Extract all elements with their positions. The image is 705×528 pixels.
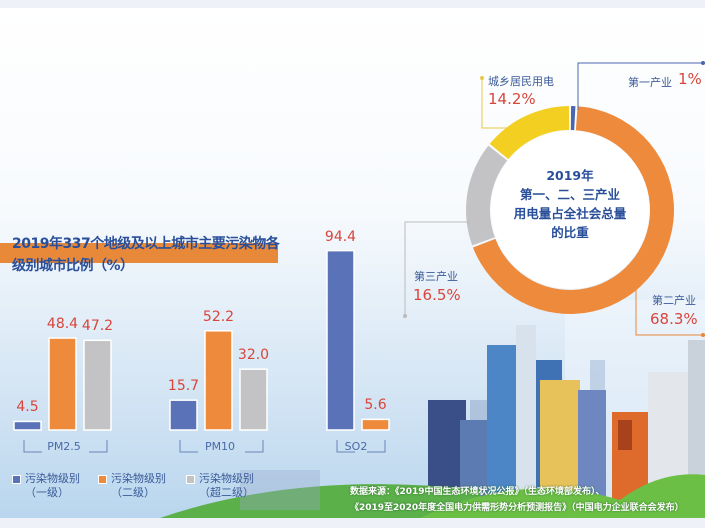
cityscape-illustration <box>160 300 705 518</box>
legend-sublabel: （一级） <box>25 486 69 499</box>
bar-chart <box>13 249 390 431</box>
legend-item-level2: 污染物级别 （二级） <box>98 472 166 500</box>
legend-item-level1: 污染物级别 （一级） <box>12 472 80 500</box>
bar-so2-2 <box>361 418 390 431</box>
group-bracket <box>336 440 386 453</box>
group-bracket <box>23 440 108 453</box>
legend-sublabel: （二级） <box>111 486 155 499</box>
donut-center <box>491 131 649 289</box>
bar-value-label: 15.7 <box>167 378 200 395</box>
chart-title-band <box>0 243 278 263</box>
bar-value-label: 47.2 <box>81 318 114 335</box>
source-line: 数据来源：《2019中国生态环境状况公报》（生态环境部发布）、 <box>350 487 605 497</box>
slice-label-primary: 第一产业 <box>628 76 672 89</box>
slice-value-residential: 14.2% <box>488 90 536 108</box>
slice-value-primary: 1% <box>678 70 702 88</box>
slice-value-tertiary: 16.5% <box>413 286 461 304</box>
group-label-pm25: PM2.5 <box>47 440 81 453</box>
bar-pm25-1 <box>13 420 42 431</box>
bar-value-label: 48.4 <box>46 316 79 333</box>
center-line: 2019年 <box>546 168 594 183</box>
bar-value-label: 94.4 <box>324 228 357 245</box>
bar-value-label: 4.5 <box>16 399 39 416</box>
donut-slice-第一产业 <box>570 106 576 131</box>
donut-slice-第三产业 <box>466 145 508 246</box>
group-brackets <box>23 440 386 453</box>
bar-so2-1 <box>326 249 355 431</box>
donut-leader-lines <box>403 61 705 337</box>
source-line: 《2019至2020年度全国电力供需形势分析预测报告》（中国电力企业联合会发布） <box>350 503 684 513</box>
legend-label: 污染物级别 <box>25 472 80 485</box>
bar-value-label: 5.6 <box>364 397 387 414</box>
bar-pm10-2 <box>204 330 233 431</box>
center-line: 的比重 <box>551 225 589 240</box>
donut-slice-城乡居民用电 <box>489 106 570 160</box>
legend-swatch <box>12 475 21 484</box>
bottom-strip <box>0 518 705 528</box>
legend-swatch <box>98 475 107 484</box>
group-label-so2: SO2 <box>344 440 368 453</box>
bar-chart-title: 2019年337个地级及以上城市主要污染物各级别城市比例（%） <box>12 236 280 274</box>
bar-value-label: 32.0 <box>237 347 270 364</box>
bar-pm25-3 <box>83 339 112 431</box>
legend-swatch <box>186 475 195 484</box>
bar-pm25-2 <box>48 337 77 431</box>
bar-value-label: 52.2 <box>202 308 235 325</box>
legend-item-above-level2: 污染物级别 （超二级） <box>186 472 254 500</box>
donut-center-title: 2019年 第一、二、三产业 用电量占全社会总量 的比重 <box>500 166 640 242</box>
bar-pm10-3 <box>239 368 268 431</box>
bar-pm10-1 <box>169 399 198 431</box>
center-line: 用电量占全社会总量 <box>513 206 627 221</box>
slice-label-residential: 城乡居民用电 <box>488 75 554 88</box>
group-bracket <box>179 440 264 453</box>
donut-chart <box>466 106 675 315</box>
center-line: 第一、二、三产业 <box>519 187 620 202</box>
slice-label-tertiary: 第三产业 <box>414 270 458 283</box>
slice-label-secondary: 第二产业 <box>652 294 696 307</box>
legend-label: 污染物级别 <box>111 472 166 485</box>
legend-label: 污染物级别 <box>199 472 254 485</box>
group-label-pm10: PM10 <box>204 440 236 453</box>
slice-value-secondary: 68.3% <box>650 310 698 328</box>
top-strip <box>0 0 705 8</box>
data-source-note: 数据来源：《2019中国生态环境状况公报》（生态环境部发布）、 《2019至20… <box>350 484 684 516</box>
legend-sublabel: （超二级） <box>199 486 254 499</box>
